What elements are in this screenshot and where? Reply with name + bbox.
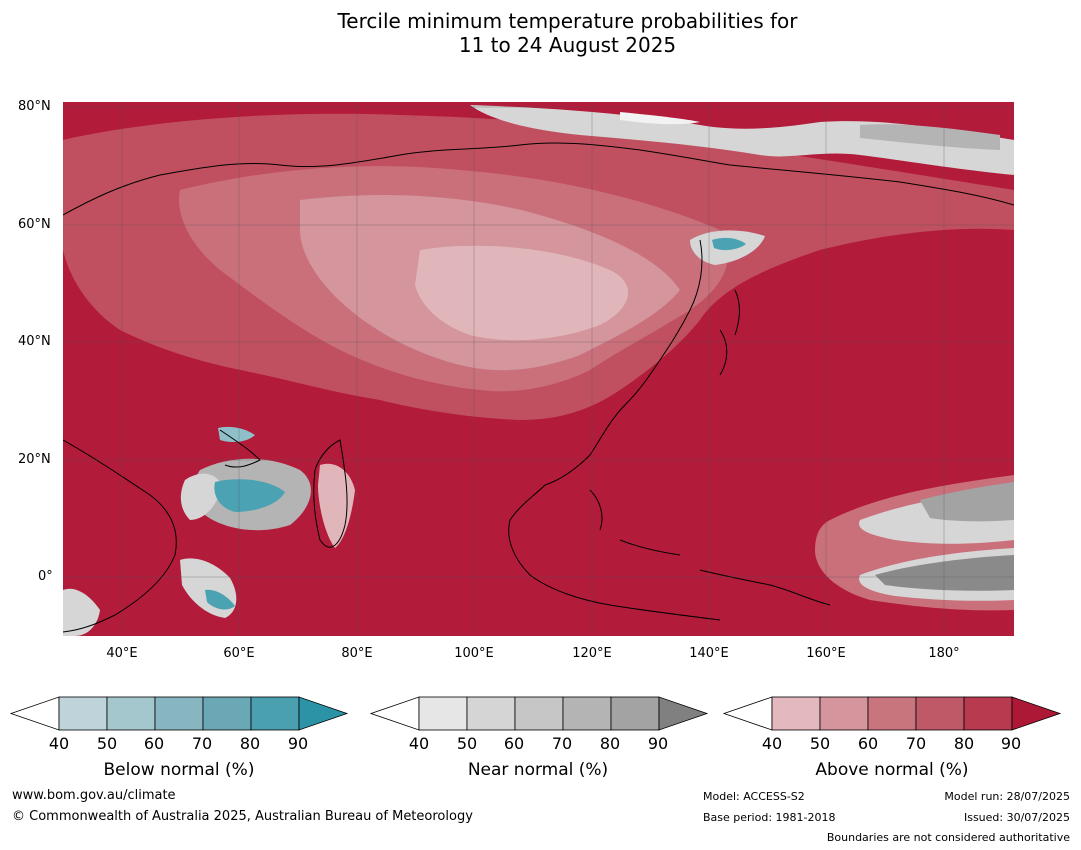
above-colorbar-high-arrow [1011, 696, 1062, 731]
near-tick-50: 50 [456, 734, 478, 753]
title-line-2: 11 to 24 August 2025 [458, 33, 677, 57]
pacific-near-3 [920, 482, 1014, 522]
lon-label-100e: 100°E [454, 646, 494, 661]
below-tick-80: 80 [239, 734, 261, 753]
below-tick-40: 40 [48, 734, 70, 753]
above-colorbar-low-arrow [722, 696, 773, 731]
lat-label-80n: 80°N [18, 99, 51, 114]
near-tick-90: 90 [647, 734, 669, 753]
above-tick-60: 60 [857, 734, 879, 753]
india-coast-near [318, 463, 355, 548]
lon-label-180: 180° [928, 646, 960, 661]
near-colorbar-segment [562, 696, 612, 731]
above-tick-50: 50 [809, 734, 831, 753]
chart-title: Tercile minimum temperature probabilitie… [0, 9, 1081, 57]
above-tick-40: 40 [761, 734, 783, 753]
lon-label-140e: 140°E [689, 646, 729, 661]
lon-label-160e: 160°E [806, 646, 846, 661]
pacific-near-dark [875, 555, 1014, 591]
lat-label-40n: 40°N [18, 334, 51, 349]
near-colorbar-segment [466, 696, 516, 731]
base-period-text: Base period: 1981-2018 [703, 811, 836, 824]
model-run-text: Model run: 28/07/2025 [944, 790, 1070, 803]
near-tick-60: 60 [503, 734, 525, 753]
africa-west-near [63, 588, 100, 636]
graticule [63, 102, 1014, 636]
below-colorbar-high-arrow [298, 696, 349, 731]
near-tick-70: 70 [551, 734, 573, 753]
above-colorbar-segment [915, 696, 965, 731]
near-colorbar-low-arrow [369, 696, 420, 731]
lat-label-0: 0° [38, 569, 53, 584]
disclaimer-text: Boundaries are not considered authoritat… [826, 831, 1070, 844]
near-colorbar-segment [610, 696, 660, 731]
arctic-near [470, 105, 1014, 175]
colorbars [9, 696, 1062, 731]
above-normal-title: Above normal (%) [815, 760, 969, 780]
title-line-1: Tercile minimum temperature probabilitie… [337, 9, 798, 33]
arctic-near-dark [860, 124, 1000, 150]
above-tick-70: 70 [905, 734, 927, 753]
lat-label-60n: 60°N [18, 217, 51, 232]
lat-label-20n: 20°N [18, 452, 51, 467]
gulf-below [218, 426, 255, 443]
below-normal-title: Below normal (%) [103, 760, 255, 780]
above-colorbar-segment [963, 696, 1013, 731]
somalia-below [205, 589, 235, 610]
arabian-sea-light [180, 473, 222, 520]
website-text: www.bom.gov.au/climate [12, 788, 176, 803]
lon-label-80e: 80°E [341, 646, 373, 661]
near-colorbar-segment [514, 696, 564, 731]
arctic-white [620, 112, 700, 125]
map-svg [63, 102, 1014, 636]
near-tick-40: 40 [408, 734, 430, 753]
lon-label-40e: 40°E [106, 646, 138, 661]
below-tick-70: 70 [191, 734, 213, 753]
arabian-sea-below [214, 479, 285, 512]
map-content [63, 102, 1014, 636]
model-text: Model: ACCESS-S2 [703, 790, 805, 803]
below-tick-90: 90 [287, 734, 309, 753]
map-area: 80°N 60°N 40°N 20°N 0° 40°E 60°E 80°E 10… [18, 99, 1014, 661]
issued-text: Issued: 30/07/2025 [963, 811, 1070, 824]
near-colorbar-segment [418, 696, 468, 731]
near-colorbar-high-arrow [658, 696, 709, 731]
below-colorbar-segment [154, 696, 204, 731]
copyright-text: © Commonwealth of Australia 2025, Austra… [12, 809, 473, 824]
below-tick-50: 50 [96, 734, 118, 753]
lon-label-120e: 120°E [572, 646, 612, 661]
above-colorbar-segment [867, 696, 917, 731]
above-tick-90: 90 [1000, 734, 1022, 753]
land-above-40 [415, 245, 629, 341]
near-tick-80: 80 [599, 734, 621, 753]
below-colorbar-low-arrow [9, 696, 60, 731]
okhotsk-below [712, 237, 746, 251]
lon-label-60e: 60°E [223, 646, 255, 661]
below-colorbar-segment [106, 696, 156, 731]
above-colorbar-segment [771, 696, 821, 731]
above-tick-80: 80 [953, 734, 975, 753]
below-colorbar-segment [202, 696, 252, 731]
above-colorbar-segment [819, 696, 869, 731]
below-colorbar-segment [58, 696, 108, 731]
below-colorbar-segment [250, 696, 300, 731]
near-normal-title: Near normal (%) [467, 760, 609, 780]
below-tick-60: 60 [143, 734, 165, 753]
